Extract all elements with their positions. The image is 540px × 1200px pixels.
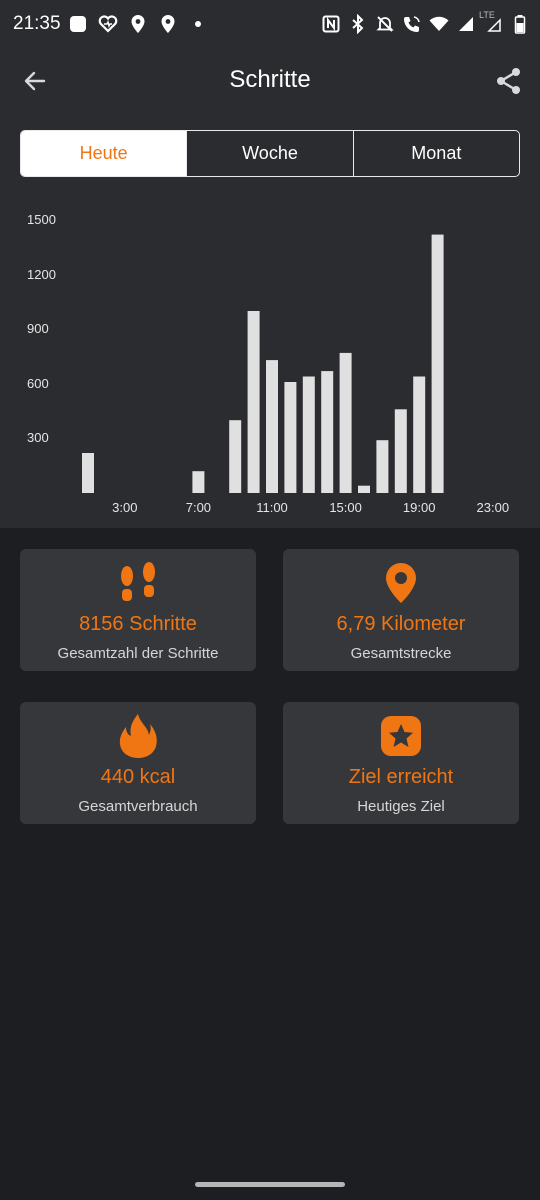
distance-value: 6,79 Kilometer (336, 613, 466, 635)
steps-value: 8156 Schritte (79, 613, 197, 635)
y-tick-label: 300 (27, 430, 49, 446)
x-tick-label: 3:00 (112, 500, 138, 515)
location-pin-icon (158, 14, 178, 34)
share-button[interactable] (492, 64, 526, 98)
battery-icon (510, 14, 530, 34)
distance-card[interactable]: 6,79 Kilometer Gesamtstrecke (283, 549, 519, 671)
share-icon (497, 68, 520, 94)
goal-card[interactable]: Ziel erreicht Heutiges Ziel (283, 702, 519, 824)
bar-17:00 (376, 440, 389, 493)
status-time: 21:35 (13, 13, 61, 34)
calories-value: 440 kcal (100, 766, 176, 788)
bar-19:00 (413, 376, 426, 493)
arrow-left-icon (24, 71, 46, 91)
bar-14:00 (321, 371, 334, 493)
dot-icon (188, 14, 208, 34)
signal-icon (456, 14, 476, 34)
bar-15:00 (339, 352, 352, 493)
app-bar: Schritte (0, 52, 540, 108)
bar-1:00 (82, 453, 94, 493)
tab-woche[interactable]: Woche (186, 131, 352, 176)
y-tick-label: 1500 (27, 212, 56, 227)
tab-heute[interactable]: Heute (21, 131, 187, 176)
calories-card[interactable]: 440 kcal Gesamtverbrauch (20, 702, 256, 824)
y-tick-label: 1200 (27, 266, 56, 282)
page-title: Schritte (229, 66, 311, 93)
lte-label: LTE (479, 10, 495, 20)
bar-9:00 (229, 420, 242, 493)
bluetooth-icon (348, 14, 368, 34)
x-tick-label: 19:00 (402, 500, 436, 515)
bar-12:00 (284, 382, 297, 493)
notification-icons (68, 14, 208, 34)
tab-monat[interactable]: Monat (352, 131, 519, 176)
system-icons: LTE (321, 10, 530, 34)
flame-icon (20, 714, 256, 758)
calories-label: Gesamtverbrauch (78, 798, 198, 815)
x-tick-label: 15:00 (329, 500, 362, 515)
home-indicator[interactable] (195, 1182, 345, 1187)
star-badge-icon (283, 714, 519, 758)
bar-11:00 (266, 360, 278, 493)
bar-7:00 (192, 471, 205, 493)
mute-icon (375, 14, 395, 34)
steps-label: Gesamtzahl der Schritte (57, 645, 219, 662)
y-tick-label: 900 (27, 321, 49, 337)
bar-20:00 (431, 234, 444, 493)
wifi-icon (429, 14, 449, 34)
bar-16:00 (358, 485, 370, 493)
y-tick-label: 600 (27, 375, 49, 391)
distance-label: Gesamtstrecke (350, 645, 452, 662)
steps-card[interactable]: 8156 Schritte Gesamtzahl der Schritte (20, 549, 256, 671)
goal-label: Heutiges Ziel (357, 798, 445, 815)
bars-canvas (82, 234, 444, 493)
signal-lte-icon: LTE (479, 10, 503, 34)
footsteps-icon (20, 561, 256, 605)
x-tick-label: 23:00 (476, 500, 510, 515)
status-bar: 21:35 (0, 0, 540, 50)
back-button[interactable] (18, 64, 52, 98)
health-icon (98, 14, 118, 34)
period-tabs: Heute Woche Monat (20, 130, 520, 177)
location-pin-icon (128, 14, 148, 34)
app-notification-icon (68, 14, 88, 34)
nfc-icon (321, 14, 341, 34)
x-tick-label: 7:00 (185, 500, 212, 515)
goal-value: Ziel erreicht (348, 766, 454, 788)
location-pin-icon (283, 561, 519, 605)
bar-10:00 (247, 311, 260, 493)
wifi-call-icon (402, 14, 422, 34)
bar-13:00 (302, 376, 315, 493)
bar-18:00 (394, 409, 407, 493)
x-tick-label: 11:00 (256, 500, 288, 515)
steps-bar-chart: 300 600 900 1200 1500 3:00 7:00 11:00 15:00 19:0… (0, 205, 540, 525)
